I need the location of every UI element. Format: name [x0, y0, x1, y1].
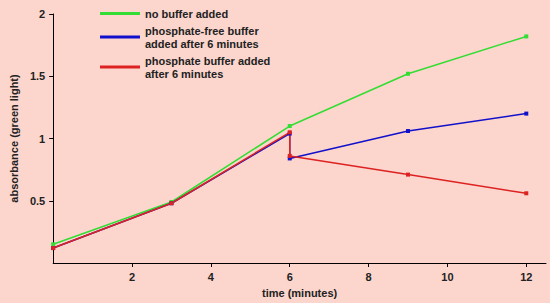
svg-text:after 6 minutes: after 6 minutes: [145, 68, 223, 80]
svg-text:1: 1: [39, 133, 45, 145]
svg-text:2: 2: [39, 8, 45, 20]
svg-text:2: 2: [129, 271, 135, 283]
svg-text:phosphate buffer added: phosphate buffer added: [145, 55, 273, 67]
svg-text:6: 6: [287, 271, 293, 283]
svg-text:added after 6 minutes: added after 6 minutes: [145, 38, 259, 50]
svg-text:phosphate-free buffer: phosphate-free buffer: [145, 25, 262, 37]
svg-text:absorbance (green light): absorbance (green light): [8, 74, 20, 203]
svg-text:0.5: 0.5: [30, 195, 45, 207]
svg-text:8: 8: [366, 271, 372, 283]
svg-text:12: 12: [520, 271, 532, 283]
svg-text:10: 10: [441, 271, 453, 283]
svg-text:no buffer added: no buffer added: [145, 8, 228, 20]
svg-text:1.5: 1.5: [30, 70, 45, 82]
svg-text:4: 4: [208, 271, 215, 283]
svg-text:time (minutes): time (minutes): [262, 287, 338, 299]
